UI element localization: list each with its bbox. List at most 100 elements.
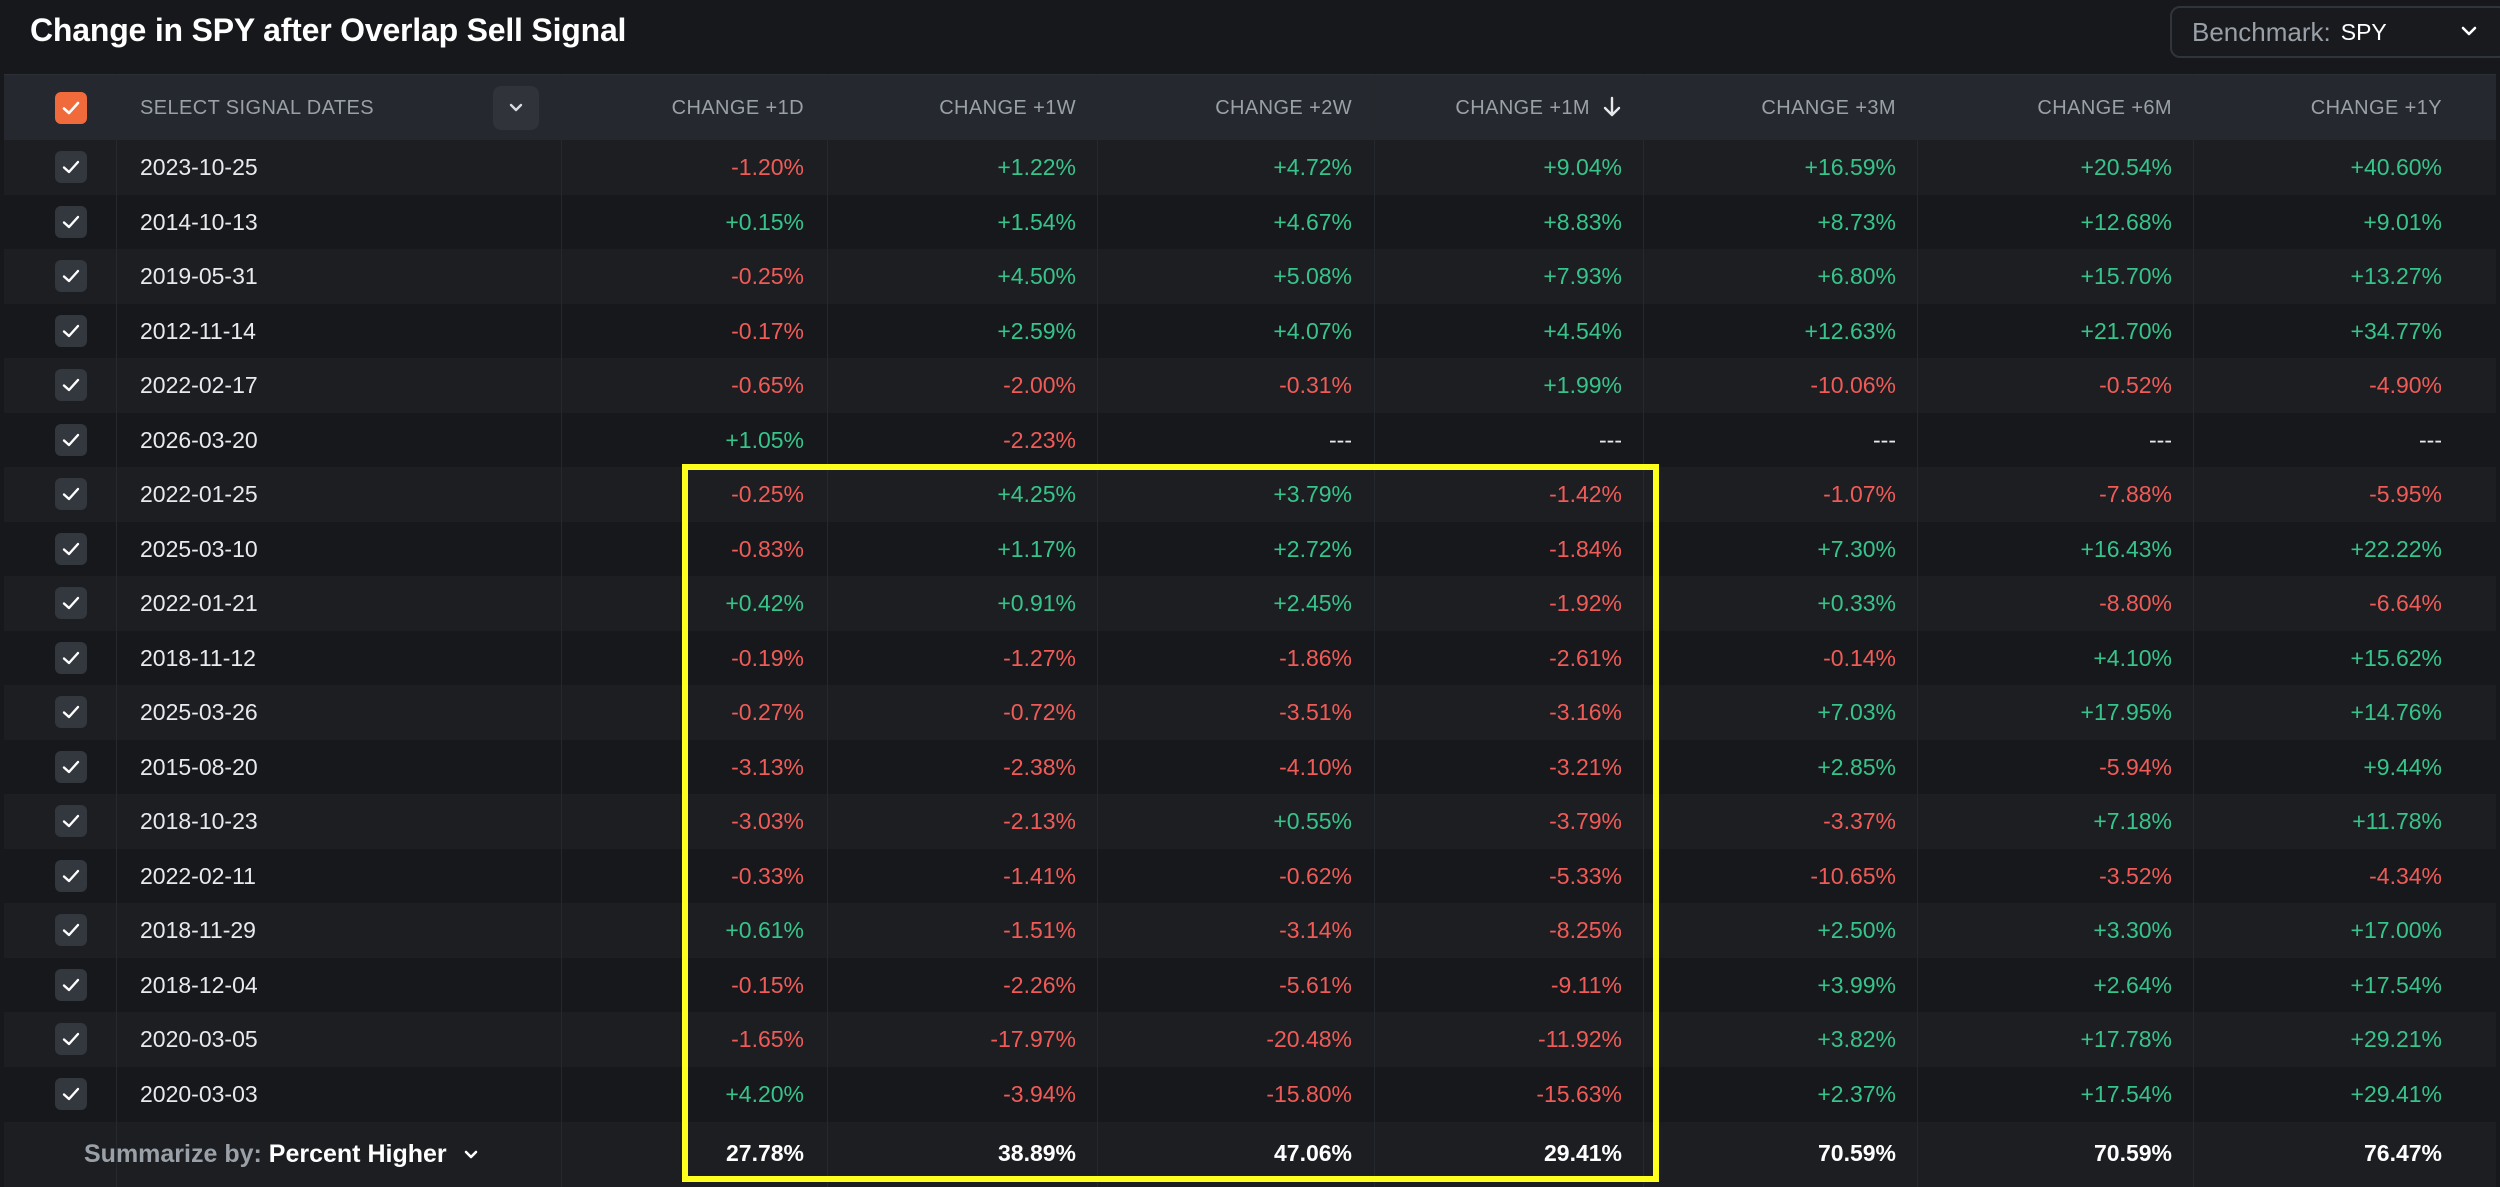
change-value-cell: -10.06% (1810, 372, 1896, 398)
row-checkbox[interactable] (55, 968, 87, 1001)
column-header-change-2w[interactable]: CHANGE +2W (1215, 97, 1352, 120)
row-checkbox[interactable] (55, 696, 87, 728)
change-value-cell: +6.80% (1817, 263, 1896, 289)
row-checkbox[interactable] (55, 205, 87, 238)
row-checkbox[interactable] (55, 859, 87, 892)
column-header-label: CHANGE +1W (939, 97, 1076, 119)
signal-date: 2019-05-31 (140, 263, 258, 289)
chevron-down-icon (2461, 26, 2477, 36)
column-divider (2193, 74, 2194, 1187)
check-icon (62, 160, 80, 174)
table-row: 2025-03-26 -0.27% -0.72% -3.51% -3.16% +7.03%… (4, 685, 2496, 740)
signal-date: 2025-03-26 (140, 699, 258, 725)
row-checkbox[interactable] (55, 151, 87, 183)
change-value-cell: -2.00% (1003, 372, 1076, 398)
change-value-cell: -0.17% (731, 317, 804, 344)
change-value-cell: +4.10% (2093, 644, 2172, 671)
header: Change in SPY after Overlap Sell Signal … (0, 0, 2500, 60)
row-checkbox[interactable] (55, 1023, 87, 1055)
column-header-change-1w[interactable]: CHANGE +1W (939, 97, 1076, 120)
change-value-cell: +21.70% (2080, 317, 2172, 344)
change-value-cell: -1.27% (1003, 644, 1076, 671)
change-value-cell: -15.63% (1536, 1080, 1622, 1107)
check-icon (62, 923, 80, 937)
change-value-cell: -0.52% (2099, 372, 2172, 398)
change-value-cell: -0.72% (1003, 699, 1076, 725)
row-checkbox[interactable] (55, 478, 87, 510)
change-value-cell: +3.99% (1817, 971, 1896, 998)
change-value-cell: +1.54% (997, 208, 1076, 235)
change-value-cell: -3.13% (731, 753, 804, 780)
column-header-label: CHANGE +2W (1215, 97, 1352, 119)
column-header-change-3m[interactable]: CHANGE +3M (1761, 97, 1896, 120)
highlight-box (682, 464, 1659, 1182)
change-value-cell: -0.25% (731, 481, 804, 507)
row-checkbox[interactable] (55, 641, 87, 674)
change-value-cell: -2.23% (1003, 426, 1076, 453)
signal-date: 2022-01-25 (140, 481, 258, 507)
signal-date: 2025-03-10 (140, 535, 258, 562)
change-value-cell: +4.72% (1273, 154, 1352, 180)
summary-value: 27.78% (725, 1140, 804, 1166)
change-value-cell: +8.73% (1817, 208, 1896, 235)
summary-value: 47.06% (1273, 1140, 1352, 1166)
change-value-cell: +12.63% (1804, 317, 1896, 344)
change-value-cell: -3.37% (1823, 808, 1896, 834)
change-value-cell: -2.13% (1003, 808, 1076, 834)
signal-date: 2023-10-25 (140, 154, 258, 180)
select-dates-dropdown-button[interactable] (493, 86, 539, 130)
row-checkbox[interactable] (55, 1077, 87, 1110)
change-value-cell: --- (1329, 426, 1352, 453)
change-value-cell: +15.70% (2080, 263, 2172, 289)
row-checkbox[interactable] (55, 314, 87, 347)
check-icon (62, 760, 80, 773)
change-value-cell: -3.51% (1279, 699, 1352, 725)
column-header-change-1m[interactable]: CHANGE +1M (1455, 96, 1622, 120)
signal-date: 2018-12-04 (140, 971, 258, 998)
change-value-cell: -0.15% (731, 971, 804, 998)
change-value-cell: -5.94% (2099, 753, 2172, 780)
chevron-down-icon (464, 1151, 477, 1159)
column-header-change-1y[interactable]: CHANGE +1Y (2311, 97, 2442, 120)
check-icon (62, 269, 80, 283)
change-value-cell: -0.27% (731, 699, 804, 725)
summary-value: 70.59% (2093, 1140, 2172, 1166)
change-value-cell: -5.33% (1549, 862, 1622, 889)
column-header-change-6m[interactable]: CHANGE +6M (2037, 97, 2172, 120)
check-icon (62, 1032, 80, 1046)
change-value-cell: --- (1873, 426, 1896, 453)
row-checkbox[interactable] (55, 532, 87, 565)
summary-value: 38.89% (997, 1140, 1076, 1166)
change-value-cell: +40.60% (2350, 154, 2442, 180)
change-value-cell: -3.14% (1279, 917, 1352, 943)
check-icon (62, 542, 80, 555)
row-checkbox[interactable] (55, 587, 87, 619)
change-value-cell: +12.68% (2080, 208, 2172, 235)
change-value-cell: -0.83% (731, 535, 804, 562)
benchmark-value: SPY (2340, 18, 2387, 45)
summary-value: 76.47% (2363, 1140, 2442, 1166)
change-value-cell: +0.55% (1273, 808, 1352, 834)
signal-date: 2012-11-14 (140, 317, 256, 344)
benchmark-select[interactable]: Benchmark: SPY (2170, 6, 2500, 58)
check-icon (62, 487, 80, 501)
row-checkbox[interactable] (55, 750, 87, 783)
select-signal-dates-label: SELECT SIGNAL DATES (140, 97, 374, 119)
table-row: 2018-11-12 -0.19% -1.27% -1.86% -2.61% -0.14%… (4, 630, 2496, 685)
signal-date: 2018-10-23 (140, 808, 258, 834)
change-value-cell: -2.61% (1549, 644, 1622, 671)
change-value-cell: -11.92% (1538, 1026, 1622, 1052)
table-row: 2020-03-05 -1.65% -17.97% -20.48% -11.92% +3.… (4, 1012, 2496, 1067)
summarize-by-select[interactable]: Summarize by: Percent Higher (84, 1140, 480, 1169)
row-checkbox[interactable] (55, 805, 87, 837)
row-checkbox[interactable] (55, 260, 87, 292)
change-value-cell: --- (2149, 426, 2172, 453)
select-all-checkbox[interactable] (55, 92, 87, 124)
row-checkbox[interactable] (55, 423, 87, 456)
row-checkbox[interactable] (55, 914, 87, 946)
table-row: 2022-01-21 +0.42% +0.91% +2.45% -1.92% +0.33%… (4, 576, 2496, 631)
signal-date: 2020-03-05 (140, 1026, 258, 1052)
check-icon (62, 378, 80, 392)
row-checkbox[interactable] (55, 369, 87, 401)
column-header-change-1d[interactable]: CHANGE +1D (672, 97, 804, 120)
